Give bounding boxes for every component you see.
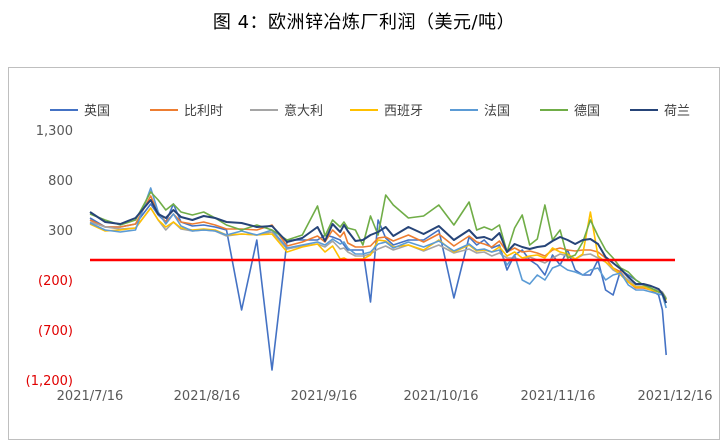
x-tick-label: 2021/7/16 xyxy=(57,389,124,404)
y-tick-label: (200) xyxy=(38,274,73,289)
x-tick-label: 2021/11/16 xyxy=(521,389,596,404)
x-tick-label: 2021/10/16 xyxy=(404,389,479,404)
x-tick-label: 2021/8/16 xyxy=(174,389,241,404)
series-line-3 xyxy=(89,207,667,301)
series-line-6 xyxy=(89,199,668,304)
chart-frame xyxy=(8,67,720,440)
y-tick-label: 300 xyxy=(48,224,73,239)
y-tick-label: (1,200) xyxy=(26,374,73,389)
legend-label: 法国 xyxy=(484,104,510,119)
y-tick-label: 1,300 xyxy=(36,124,73,139)
x-tick-label: 2021/12/16 xyxy=(638,389,713,404)
legend-label: 英国 xyxy=(84,104,110,119)
y-axis-ticks: 1,300 800 300 (200) (700) (1,200) xyxy=(26,124,73,389)
chart-title: 图 4：欧洲锌冶炼厂利润（美元/吨） xyxy=(212,12,516,33)
y-tick-label: 800 xyxy=(48,174,73,189)
legend-label: 意大利 xyxy=(284,103,323,119)
series-line-5 xyxy=(89,191,667,300)
series-line-4 xyxy=(89,187,667,309)
series-line-0 xyxy=(89,203,667,371)
x-axis-ticks: 2021/7/16 2021/8/16 2021/9/16 2021/10/16 202… xyxy=(57,389,713,404)
legend-label: 德国 xyxy=(574,104,600,119)
series-lines xyxy=(89,187,668,371)
y-tick-label: (700) xyxy=(38,324,73,339)
legend: 英国 比利时 意大利 西班牙 法国 德国 荷兰 xyxy=(50,103,690,119)
legend-label: 西班牙 xyxy=(384,104,423,119)
legend-label: 比利时 xyxy=(184,104,223,119)
legend-label: 荷兰 xyxy=(664,104,690,119)
x-tick-label: 2021/9/16 xyxy=(291,389,358,404)
